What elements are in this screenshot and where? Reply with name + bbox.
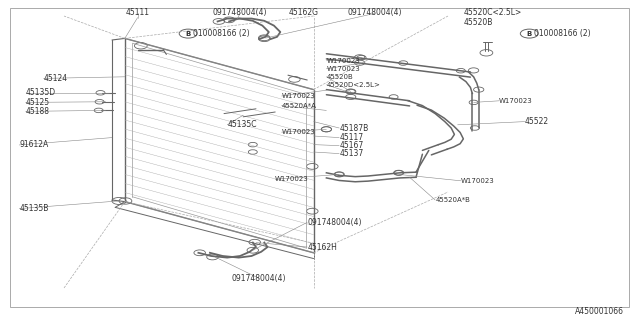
Text: 45137: 45137: [339, 149, 364, 158]
Text: 45520B: 45520B: [464, 18, 493, 27]
Text: 45117: 45117: [339, 133, 364, 142]
Text: 010008166 (2): 010008166 (2): [534, 29, 591, 38]
Text: W170023: W170023: [499, 98, 533, 104]
Text: 45188: 45188: [26, 107, 50, 116]
Text: 091748004(4): 091748004(4): [347, 8, 402, 17]
Text: 45520D<2.5L>: 45520D<2.5L>: [326, 82, 380, 88]
Text: W170023: W170023: [326, 66, 360, 72]
Text: 45135D: 45135D: [26, 88, 56, 97]
Text: 45111: 45111: [125, 8, 150, 17]
Text: 45522: 45522: [525, 117, 549, 126]
Text: 45162G: 45162G: [289, 8, 319, 17]
Text: 45167: 45167: [339, 141, 364, 150]
Text: 091748004(4): 091748004(4): [212, 8, 268, 17]
Text: 091748004(4): 091748004(4): [232, 274, 287, 283]
Text: 45520B: 45520B: [326, 74, 353, 80]
Text: B: B: [186, 31, 191, 36]
Text: W170023: W170023: [275, 176, 309, 182]
Text: 45162H: 45162H: [307, 243, 337, 252]
Text: 45124: 45124: [44, 74, 68, 83]
Text: W170023: W170023: [326, 58, 360, 64]
Text: 45135C: 45135C: [227, 120, 257, 129]
Text: 45520A*A: 45520A*A: [282, 103, 316, 108]
Text: 45520C<2.5L>: 45520C<2.5L>: [464, 8, 522, 17]
Text: 091748004(4): 091748004(4): [307, 218, 362, 227]
Text: 010008166 (2): 010008166 (2): [193, 29, 250, 38]
Text: 91612A: 91612A: [19, 140, 49, 149]
Text: A450001066: A450001066: [575, 308, 624, 316]
Text: W170023: W170023: [461, 178, 495, 184]
Text: 45520A*B: 45520A*B: [435, 197, 470, 203]
Text: 45187B: 45187B: [339, 124, 369, 132]
Text: B: B: [527, 31, 532, 36]
Text: W170023: W170023: [282, 129, 316, 135]
Text: W170023: W170023: [282, 93, 316, 99]
Text: 45125: 45125: [26, 98, 50, 107]
Text: 45135B: 45135B: [19, 204, 49, 213]
